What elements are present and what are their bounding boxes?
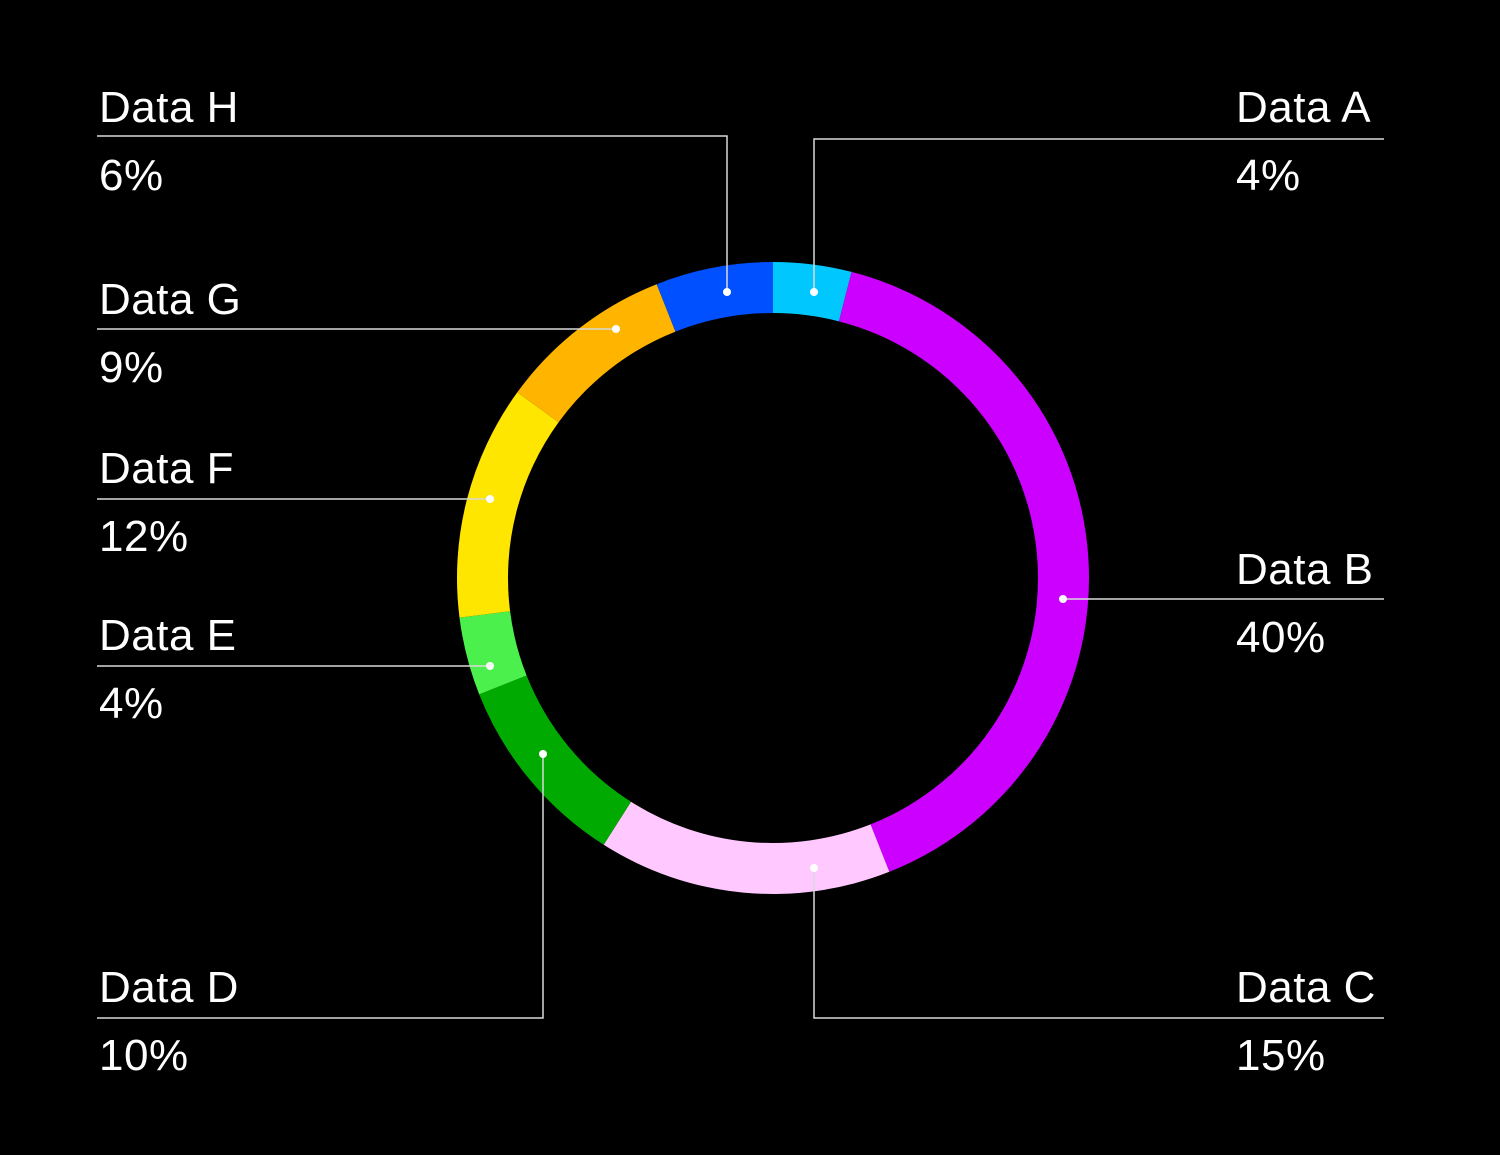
- label-data-b: Data B 40%: [1236, 548, 1374, 660]
- leader-dot-a: [810, 288, 818, 296]
- label-value: 12%: [99, 512, 189, 561]
- leader-line-a: [813, 138, 1384, 292]
- label-data-a: Data A 4%: [1236, 86, 1371, 198]
- leader-line-d: [97, 754, 544, 1019]
- label-name: Data C: [1236, 963, 1376, 1012]
- label-value: 15%: [1236, 1031, 1326, 1080]
- label-value: 10%: [99, 1031, 189, 1080]
- leader-dot-c: [810, 864, 818, 872]
- label-name: Data G: [99, 275, 242, 324]
- label-name: Data F: [99, 444, 235, 493]
- segment-data-g: [517, 284, 676, 423]
- label-value: 6%: [99, 151, 164, 200]
- leader-line-c: [813, 868, 1384, 1019]
- donut-segments: [457, 262, 1089, 895]
- leader-dot-g: [612, 325, 620, 333]
- segment-data-c: [603, 801, 890, 895]
- segment-data-f: [457, 392, 559, 618]
- label-name: Data A: [1236, 83, 1372, 132]
- label-name: Data H: [99, 83, 239, 132]
- label-value: 9%: [99, 343, 164, 392]
- label-value: 40%: [1236, 613, 1326, 662]
- leader-dot-b: [1059, 595, 1067, 603]
- label-value: 4%: [99, 679, 164, 728]
- leader-dot-f: [486, 495, 494, 503]
- label-name: Data B: [1236, 545, 1374, 594]
- label-name: Data D: [99, 963, 239, 1012]
- leader-line-h: [97, 135, 728, 292]
- label-data-g: Data G 9%: [99, 278, 241, 390]
- segment-data-e: [459, 611, 527, 695]
- leader-lines: [97, 135, 1384, 1019]
- leader-dot-d: [539, 750, 547, 758]
- label-data-d: Data D 10%: [99, 966, 239, 1078]
- label-data-e: Data E 4%: [99, 614, 237, 726]
- leader-dot-e: [486, 662, 494, 670]
- leader-dot-h: [723, 288, 731, 296]
- label-data-c: Data C 15%: [1236, 966, 1376, 1078]
- segment-data-d: [479, 675, 632, 845]
- label-value: 4%: [1236, 151, 1301, 200]
- label-data-h: Data H 6%: [99, 86, 239, 198]
- segment-data-h: [656, 262, 773, 332]
- label-name: Data E: [99, 611, 237, 660]
- label-data-f: Data F 12%: [99, 447, 234, 559]
- segment-data-b: [838, 271, 1089, 872]
